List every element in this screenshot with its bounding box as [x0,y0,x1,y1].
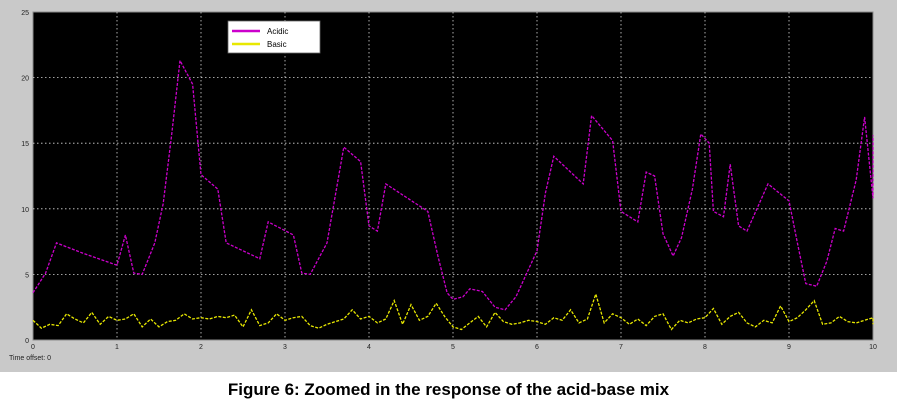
y-tick-label: 10 [21,207,29,214]
x-tick-label: 7 [619,344,623,351]
x-tick-label: 6 [535,344,539,351]
series-layer [32,58,874,331]
x-tick-label: 2 [199,344,203,351]
y-tick-label: 5 [25,272,29,279]
x-tick-label: 1 [115,344,119,351]
series-line-basic [32,291,874,331]
y-tick-label: 0 [25,338,29,345]
x-tick-label: 3 [283,344,287,351]
x-tick-label: 10 [869,344,877,351]
y-tick-label: 15 [21,141,29,148]
x-tick-labels: 0 1 2 3 4 5 6 7 8 9 10 [31,344,877,351]
chart: 0 1 2 3 4 5 6 7 8 9 10 0 5 10 15 20 25 Acidic Basic [21,10,877,351]
x-tick-label: 5 [451,344,455,351]
figure-caption: Figure 6: Zoomed in the response of the … [227,380,670,399]
time-offset-value: 0 [47,355,52,362]
time-offset-readout: Time offset: 0 [9,355,51,362]
y-tick-label: 25 [21,10,29,17]
x-tick-label: 9 [787,344,791,351]
x-tick-label: 4 [367,344,371,351]
y-tick-label: 20 [21,76,29,83]
grid [33,12,873,340]
legend-label-acidic: Acidic [267,27,288,36]
x-tick-label: 0 [31,344,35,351]
x-tick-label: 8 [703,344,707,351]
series-line-acidic [32,58,874,311]
time-offset-label: Time offset: [9,355,46,362]
scope-window: 0 1 2 3 4 5 6 7 8 9 10 0 5 10 15 20 25 Acidic Basic Tim… [0,0,897,372]
y-tick-labels: 0 5 10 15 20 25 [21,10,29,345]
legend-label-basic: Basic [267,40,287,49]
legend-box [227,20,321,54]
legend: Acidic Basic [227,20,321,54]
